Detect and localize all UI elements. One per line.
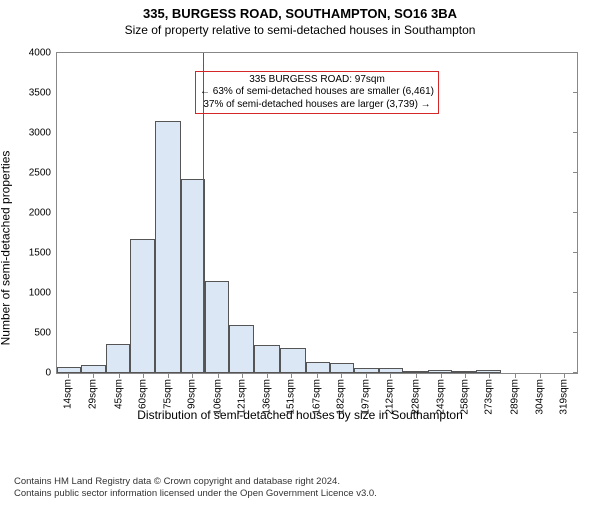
y-tick-label: 3000: [29, 128, 57, 139]
y-tick-mark: [573, 372, 578, 373]
y-tick-label: 1000: [29, 288, 57, 299]
x-tick-mark: [143, 373, 144, 378]
chart-subtitle: Size of property relative to semi-detach…: [0, 23, 600, 37]
histogram-bar: [205, 281, 229, 373]
y-tick-mark: [573, 212, 578, 213]
y-tick-label: 2000: [29, 208, 57, 219]
y-tick-label: 4000: [29, 48, 57, 59]
histogram-bar: [81, 365, 105, 373]
x-tick-mark: [465, 373, 466, 378]
histogram-bar: [330, 363, 354, 373]
x-tick-label: 60sqm: [138, 379, 149, 409]
x-tick-mark: [267, 373, 268, 378]
histogram-bar: [254, 345, 280, 373]
x-tick-mark: [119, 373, 120, 378]
y-tick-label: 3500: [29, 88, 57, 99]
x-tick-label: 90sqm: [186, 379, 197, 409]
histogram-bar: [403, 371, 427, 373]
y-tick-mark: [573, 92, 578, 93]
histogram-bar: [106, 344, 130, 373]
x-tick-mark: [68, 373, 69, 378]
x-axis-label: Distribution of semi-detached houses by …: [0, 408, 600, 422]
x-tick-label: 29sqm: [87, 379, 98, 409]
histogram-bar: [428, 370, 452, 373]
y-tick-label: 500: [34, 328, 57, 339]
histogram-bar: [379, 368, 403, 373]
x-tick-mark: [317, 373, 318, 378]
y-tick-label: 2500: [29, 168, 57, 179]
y-tick-label: 1500: [29, 248, 57, 259]
x-tick-mark: [192, 373, 193, 378]
histogram-bar: [476, 370, 500, 373]
x-tick-mark: [540, 373, 541, 378]
footer-line-1: Contains HM Land Registry data © Crown c…: [14, 476, 377, 488]
chart-title: 335, BURGESS ROAD, SOUTHAMPTON, SO16 3BA: [0, 6, 600, 21]
y-axis-label: Number of semi-detached properties: [0, 48, 12, 448]
x-tick-mark: [168, 373, 169, 378]
callout-line: ← 63% of semi-detached houses are smalle…: [200, 86, 434, 99]
y-tick-mark: [573, 332, 578, 333]
y-tick-mark: [573, 132, 578, 133]
x-tick-mark: [366, 373, 367, 378]
y-tick-mark: [573, 52, 578, 53]
x-tick-mark: [341, 373, 342, 378]
histogram-bar: [57, 367, 81, 373]
x-tick-mark: [564, 373, 565, 378]
chart-container: Number of semi-detached properties 05001…: [0, 48, 600, 448]
x-tick-label: 14sqm: [63, 379, 74, 409]
y-tick-mark: [573, 172, 578, 173]
x-tick-mark: [515, 373, 516, 378]
x-tick-mark: [489, 373, 490, 378]
x-tick-mark: [291, 373, 292, 378]
callout-line: 37% of semi-detached houses are larger (…: [200, 99, 434, 112]
histogram-bar: [452, 371, 476, 373]
x-tick-mark: [218, 373, 219, 378]
x-tick-label: 45sqm: [113, 379, 124, 409]
callout-line: 335 BURGESS ROAD: 97sqm: [200, 74, 434, 87]
x-tick-mark: [242, 373, 243, 378]
x-tick-mark: [416, 373, 417, 378]
x-tick-label: 75sqm: [162, 379, 173, 409]
y-tick-label: 0: [45, 368, 57, 379]
histogram-bar: [181, 179, 205, 373]
y-tick-mark: [573, 252, 578, 253]
plot-area: 0500100015002000250030003500400014sqm29s…: [56, 52, 578, 374]
histogram-bar: [306, 362, 330, 373]
histogram-bar: [130, 239, 154, 373]
y-tick-mark: [573, 292, 578, 293]
footer-line-2: Contains public sector information licen…: [14, 488, 377, 500]
histogram-bar: [280, 348, 306, 373]
histogram-bar: [155, 121, 181, 373]
footer-attribution: Contains HM Land Registry data © Crown c…: [14, 476, 377, 500]
x-tick-mark: [93, 373, 94, 378]
callout-box: 335 BURGESS ROAD: 97sqm← 63% of semi-det…: [195, 71, 439, 115]
histogram-bar: [229, 325, 253, 373]
x-tick-mark: [390, 373, 391, 378]
histogram-bar: [354, 368, 378, 373]
x-tick-mark: [441, 373, 442, 378]
